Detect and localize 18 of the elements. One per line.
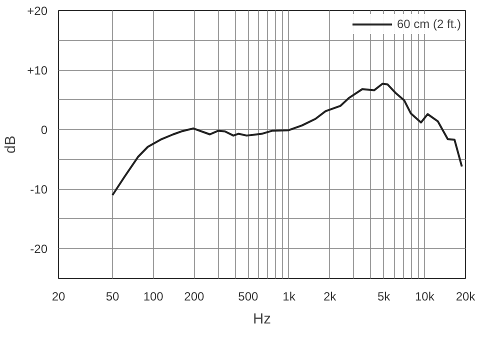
- y-tick-label: -10: [30, 182, 48, 197]
- x-axis-title: Hz: [253, 312, 271, 328]
- x-tick-label: 20k: [456, 290, 476, 304]
- y-tick-label: +20: [27, 4, 48, 18]
- y-tick-label: +10: [27, 64, 48, 78]
- x-tick-label: 10k: [414, 290, 436, 304]
- x-tick-label: 50: [106, 290, 120, 304]
- y-axis-title: dB: [3, 136, 20, 154]
- x-tick-label: 1k: [282, 290, 296, 304]
- x-tick-label: 20: [52, 290, 66, 304]
- x-tick-label: 200: [184, 290, 205, 304]
- x-tick-label: 100: [143, 290, 164, 304]
- y-tick-label: -20: [30, 242, 48, 256]
- y-tick-label: 0: [40, 123, 48, 138]
- x-tick-label: 2k: [323, 290, 338, 304]
- x-tick-label: 500: [238, 290, 258, 304]
- legend-label: 60 cm (2 ft.): [396, 17, 461, 31]
- x-tick-label: 5k: [377, 290, 392, 304]
